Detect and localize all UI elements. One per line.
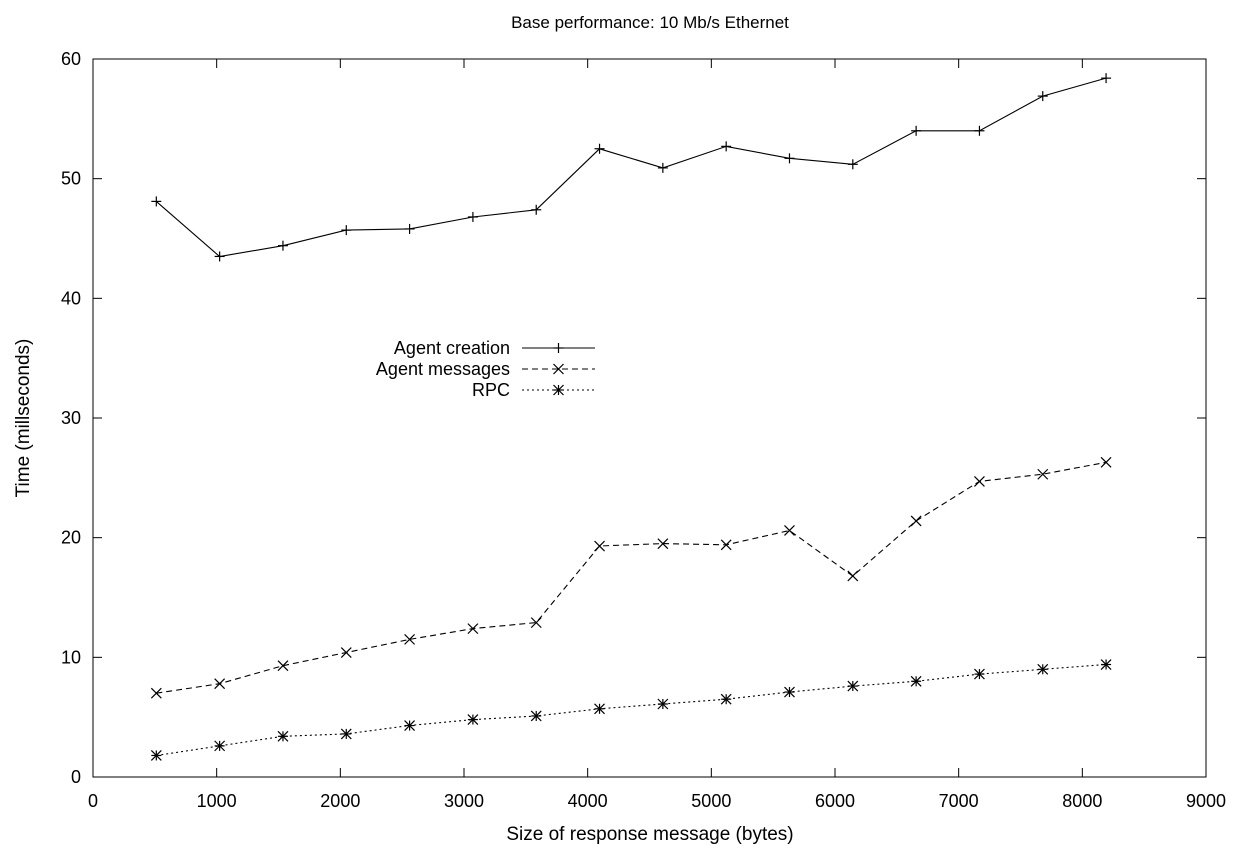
series-2-point	[150, 687, 162, 699]
series-1-point	[341, 225, 352, 236]
series-3-point	[657, 698, 669, 710]
series-3-point	[910, 675, 922, 687]
y-tick-label: 40	[61, 288, 81, 308]
legend-marker-2	[553, 363, 564, 375]
series-3-point	[404, 720, 416, 731]
series-1-point	[784, 153, 795, 164]
series-2-point	[340, 647, 352, 658]
y-tick-label: 30	[61, 408, 81, 428]
series-3-point	[720, 693, 732, 705]
x-tick-label: 0	[88, 791, 98, 811]
x-tick-label: 9000	[1186, 791, 1226, 811]
series-1-point	[531, 204, 542, 215]
series-3-point	[784, 686, 795, 698]
series-2-point	[1037, 468, 1049, 480]
x-tick-label: 8000	[1062, 791, 1102, 811]
y-axis-label: Time (millseconds)	[13, 339, 34, 498]
series-line-3	[156, 663, 1107, 757]
series-2-point	[910, 515, 922, 527]
series-1-point	[594, 143, 605, 154]
series-2-point	[847, 570, 859, 582]
series-3-point	[974, 668, 985, 680]
series-1-point	[467, 211, 478, 222]
series-2-point	[594, 540, 605, 552]
series-3-point	[150, 750, 162, 761]
series-1-point	[1101, 73, 1112, 84]
y-tick-label: 60	[61, 49, 81, 69]
series-line-2	[156, 461, 1107, 694]
series-2-point	[404, 633, 416, 645]
series-2-point	[467, 623, 479, 635]
legend-label-1: Agent creation	[394, 338, 510, 358]
series-3-point	[530, 710, 542, 722]
y-tick-label: 0	[71, 767, 81, 787]
legend-label-2: Agent messages	[376, 359, 510, 379]
series-3-point	[847, 680, 859, 692]
series-line-1	[155, 77, 1107, 258]
x-tick-label: 3000	[444, 791, 484, 811]
series-1-point	[277, 240, 288, 251]
series-1-point	[721, 141, 732, 152]
series-2-point	[277, 660, 289, 672]
series-3-point	[1037, 663, 1049, 675]
series-3-point	[467, 714, 479, 725]
series-1-point	[974, 125, 985, 136]
series-2-point	[1100, 456, 1112, 468]
series-3-point	[594, 703, 605, 715]
chart-title: Base performance: 10 Mb/s Ethernet	[511, 13, 789, 32]
series-3-point	[277, 730, 289, 742]
series-2-point	[974, 475, 985, 487]
series-1-point	[847, 159, 858, 170]
series-1-point	[214, 251, 225, 262]
series-3-point	[1100, 659, 1112, 670]
series-2-point	[784, 525, 795, 536]
y-tick-label: 50	[61, 169, 81, 189]
x-axis-label: Size of response message (bytes)	[506, 824, 793, 845]
y-tick-label: 10	[61, 647, 81, 667]
legend-marker-3	[553, 384, 564, 396]
y-tick-label: 20	[61, 528, 81, 548]
x-tick-label: 2000	[320, 791, 360, 811]
x-tick-label: 6000	[815, 791, 855, 811]
series-1-point	[404, 223, 415, 234]
series-2-point	[214, 678, 226, 690]
series-3-point	[340, 728, 352, 740]
series-3-point	[214, 740, 226, 752]
x-tick-label: 5000	[691, 791, 731, 811]
legend-marker-1	[553, 343, 564, 353]
x-tick-label: 1000	[197, 791, 237, 811]
series-2-point	[530, 617, 542, 629]
series-1-point	[1037, 91, 1048, 102]
series-1-point	[151, 196, 162, 207]
series-1-point	[911, 125, 922, 136]
x-tick-label: 4000	[568, 791, 608, 811]
x-tick-label: 7000	[939, 791, 979, 811]
series-2-point	[720, 539, 732, 551]
series-1-point	[657, 162, 668, 173]
legend-label-3: RPC	[472, 380, 510, 400]
series-2-point	[657, 538, 669, 550]
